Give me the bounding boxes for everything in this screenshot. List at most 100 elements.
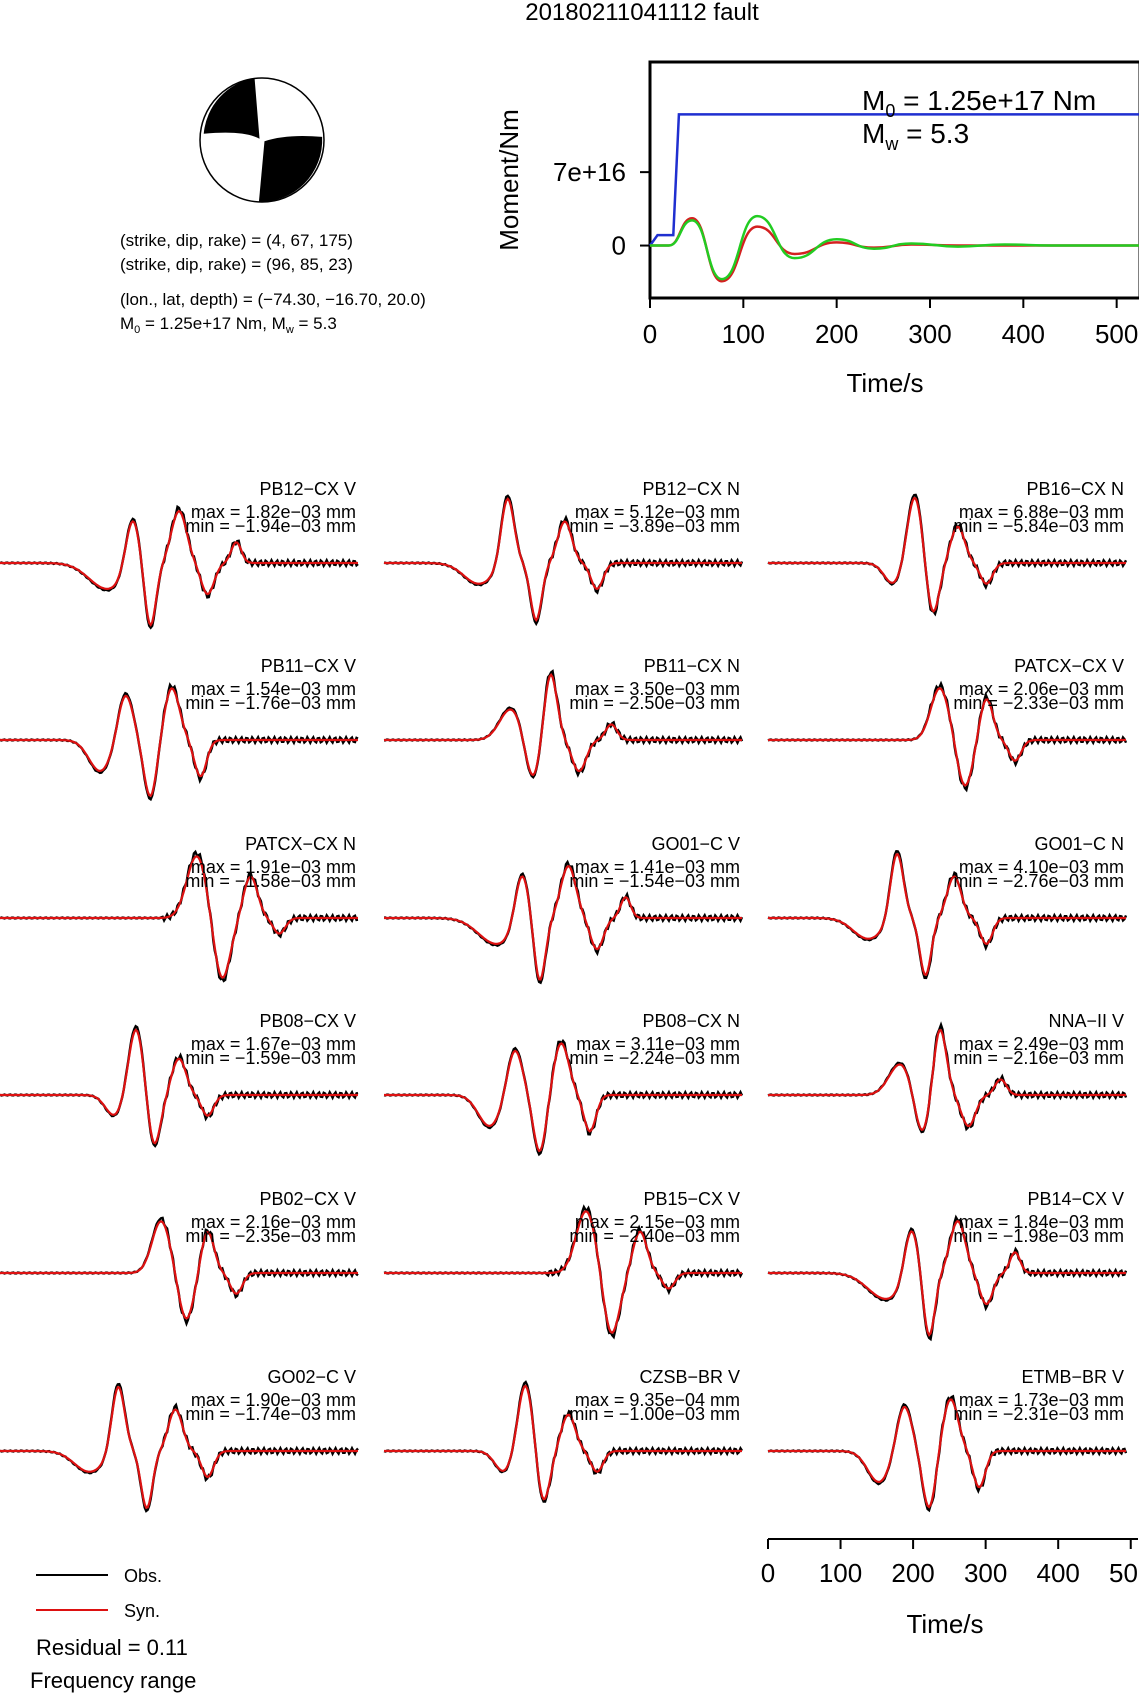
panel-min-label: min = −1.74e−03 mm xyxy=(185,1404,356,1424)
panel-station-label: PB08−CX N xyxy=(642,1011,740,1031)
panel-max-label: max = 1.41e−03 mm xyxy=(575,857,740,877)
moment-ytick-label: 7e+16 xyxy=(553,157,626,187)
legend-obs-label: Obs. xyxy=(124,1566,162,1586)
panel-max-label: max = 1.82e−03 mm xyxy=(191,502,356,522)
panel-min-label: min = −2.16e−03 mm xyxy=(953,1048,1124,1068)
figure-title: 20180211041112 fault xyxy=(525,0,759,26)
syn-trace xyxy=(0,509,358,627)
moment-xtick-label: 0 xyxy=(643,319,657,349)
time-axis-tick-label: 200 xyxy=(891,1558,934,1588)
syn-trace xyxy=(0,1220,358,1320)
panel-min-label: min = −1.54e−03 mm xyxy=(569,871,740,891)
panel-station-label: PATCX−CX N xyxy=(245,834,356,854)
panel-station-label: CZSB−BR V xyxy=(639,1367,740,1387)
syn-trace xyxy=(0,687,358,798)
panel-station-label: PB12−CX V xyxy=(259,479,356,499)
panel-station-label: GO01−C N xyxy=(1034,834,1124,854)
panel-min-label: min = −2.35e−03 mm xyxy=(185,1226,356,1246)
panel-station-label: NNA−II V xyxy=(1048,1011,1124,1031)
panel-station-label: PB08−CX V xyxy=(259,1011,356,1031)
time-axis-tick-label: 500 xyxy=(1109,1558,1139,1588)
moment-xlabel: Time/s xyxy=(846,368,923,398)
beachball xyxy=(199,77,325,203)
panel-min-label: min = −1.00e−03 mm xyxy=(569,1404,740,1424)
moment-rate-line-green xyxy=(649,214,1139,281)
syn-trace xyxy=(768,496,1126,613)
frequency-text: Frequency range xyxy=(30,1668,196,1693)
panel-station-label: PB11−CX V xyxy=(261,656,356,676)
mechanism-moment-line: M0 = 1.25e+17 Nm, Mw = 5.3 xyxy=(120,314,337,336)
mechanism-line-3: (lon., lat, depth) = (−74.30, −16.70, 20… xyxy=(120,290,426,309)
panel-max-label: max = 1.67e−03 mm xyxy=(191,1034,356,1054)
panel-station-label: GO01−C V xyxy=(651,834,740,854)
mechanism-line-2: (strike, dip, rake) = (96, 85, 23) xyxy=(120,255,353,274)
panel-min-label: min = −2.31e−03 mm xyxy=(953,1404,1124,1424)
panel-station-label: ETMB−BR V xyxy=(1021,1367,1124,1387)
syn-trace xyxy=(384,1210,742,1335)
time-axis-tick-label: 100 xyxy=(819,1558,862,1588)
moment-xtick-label: 300 xyxy=(908,319,951,349)
moment-m0-text: M0 = 1.25e+17 Nm xyxy=(862,85,1096,121)
panel-station-label: PB16−CX N xyxy=(1026,479,1124,499)
legend-syn-label: Syn. xyxy=(124,1601,160,1621)
beachball-quadrant xyxy=(203,78,260,139)
syn-trace xyxy=(0,1028,358,1145)
panel-max-label: max = 1.91e−03 mm xyxy=(191,857,356,877)
panel-min-label: min = −5.84e−03 mm xyxy=(953,516,1124,536)
panel-min-label: min = −1.98e−03 mm xyxy=(953,1226,1124,1246)
panel-max-label: max = 1.54e−03 mm xyxy=(191,679,356,699)
syn-trace xyxy=(384,497,742,622)
panel-min-label: min = −3.89e−03 mm xyxy=(569,516,740,536)
time-axis-tick-label: 300 xyxy=(964,1558,1007,1588)
moment-xtick-label: 200 xyxy=(815,319,858,349)
moment-ytick-label: 0 xyxy=(612,231,626,261)
panel-max-label: max = 9.35e−04 mm xyxy=(575,1390,740,1410)
panel-max-label: max = 1.84e−03 mm xyxy=(959,1212,1124,1232)
residual-text: Residual = 0.11 xyxy=(36,1635,188,1660)
moment-mw-text: Mw = 5.3 xyxy=(862,118,969,154)
panel-min-label: min = −2.40e−03 mm xyxy=(569,1226,740,1246)
panel-min-label: min = −2.50e−03 mm xyxy=(569,693,740,713)
moment-xtick-label: 400 xyxy=(1002,319,1045,349)
panel-max-label: max = 6.88e−03 mm xyxy=(959,502,1124,522)
panel-max-label: max = 1.73e−03 mm xyxy=(959,1390,1124,1410)
syn-trace xyxy=(768,1219,1126,1337)
waveform-xlabel: Time/s xyxy=(906,1609,983,1639)
panel-station-label: PB11−CX N xyxy=(644,656,740,676)
moment-axes: 0 100 200 300 400 500 0 7e+16 xyxy=(553,157,1138,349)
panel-min-label: min = −2.76e−03 mm xyxy=(953,871,1124,891)
panel-max-label: max = 5.12e−03 mm xyxy=(575,502,740,522)
syn-trace xyxy=(768,1398,1126,1509)
moment-xtick-label: 500 xyxy=(1095,319,1138,349)
panel-max-label: max = 3.11e−03 mm xyxy=(576,1034,740,1054)
moment-xtick-label: 100 xyxy=(722,319,765,349)
panel-max-label: max = 3.50e−03 mm xyxy=(575,679,740,699)
panel-station-label: PATCX−CX V xyxy=(1014,656,1124,676)
panel-min-label: min = −1.76e−03 mm xyxy=(185,693,356,713)
syn-trace xyxy=(768,687,1126,787)
panel-max-label: max = 1.90e−03 mm xyxy=(191,1390,356,1410)
panel-max-label: max = 2.06e−03 mm xyxy=(959,679,1124,699)
panel-station-label: PB15−CX V xyxy=(643,1189,740,1209)
moment-ylabel: Moment/Nm xyxy=(494,109,524,251)
mechanism-info: (strike, dip, rake) = (4, 67, 175) (stri… xyxy=(120,231,426,336)
panel-min-label: min = −2.24e−03 mm xyxy=(569,1048,740,1068)
panel-min-label: min = −2.33e−03 mm xyxy=(953,693,1124,713)
moment-rate-line-red xyxy=(649,217,1139,283)
syn-trace xyxy=(384,865,742,981)
panel-min-label: min = −1.58e−03 mm xyxy=(185,871,356,891)
panel-min-label: min = −1.94e−03 mm xyxy=(185,516,356,536)
